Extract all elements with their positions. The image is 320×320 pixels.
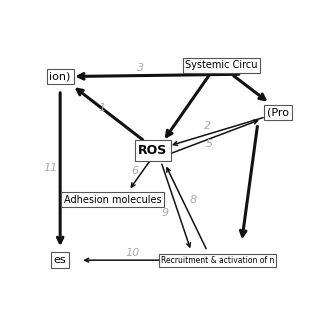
Text: 1: 1	[99, 103, 106, 113]
Text: 6: 6	[131, 165, 138, 176]
Text: 10: 10	[126, 248, 140, 259]
Text: Adhesion molecules: Adhesion molecules	[64, 195, 161, 205]
Text: 2: 2	[204, 121, 211, 131]
Text: (Pro: (Pro	[267, 107, 289, 117]
Text: Recruitment & activation of n: Recruitment & activation of n	[161, 256, 274, 265]
Text: 11: 11	[43, 163, 57, 173]
Text: ROS: ROS	[138, 144, 168, 157]
Text: 3: 3	[137, 62, 144, 73]
Text: Systemic Circu: Systemic Circu	[185, 60, 258, 70]
Text: ion): ion)	[50, 71, 71, 82]
Text: 5: 5	[206, 139, 213, 149]
Text: es: es	[54, 255, 67, 265]
Text: 8: 8	[190, 195, 197, 205]
Text: 9: 9	[162, 208, 169, 218]
